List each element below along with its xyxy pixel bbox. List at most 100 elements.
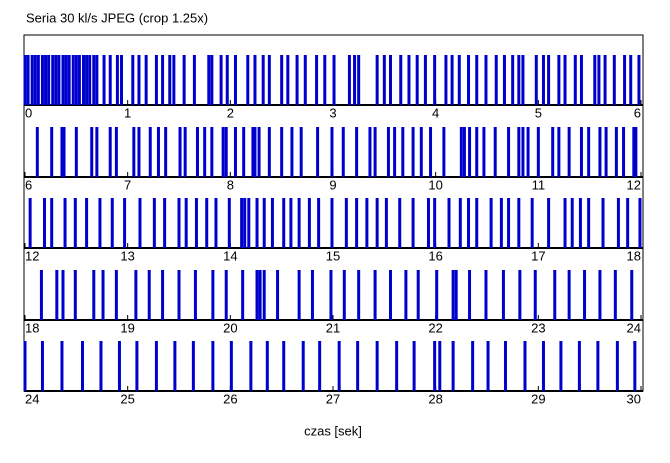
frame-bar	[468, 270, 472, 320]
frame-bar	[303, 55, 307, 105]
frame-bar	[629, 55, 633, 105]
frame-bar	[353, 55, 357, 105]
frame-bar	[541, 55, 545, 105]
frame-bar	[310, 270, 314, 320]
frame-bar	[210, 127, 214, 177]
frame-bar	[115, 55, 119, 105]
frame-bar	[265, 341, 269, 391]
x-tick-label: 8	[227, 177, 234, 192]
frame-bar	[61, 55, 65, 105]
frame-bar	[193, 270, 197, 320]
frame-bar	[553, 270, 557, 320]
frame-bar	[183, 127, 187, 177]
frame-bar	[40, 55, 44, 105]
frame-bar	[173, 341, 177, 391]
frame-bar	[210, 55, 214, 105]
frame-bar	[521, 55, 525, 105]
frame-bar	[612, 55, 616, 105]
frame-bar	[521, 127, 525, 177]
frame-bar	[638, 198, 642, 248]
frame-bar	[356, 341, 360, 391]
frame-bar	[117, 341, 121, 391]
frame-bar	[80, 341, 84, 391]
frame-bar	[225, 55, 229, 105]
frame-bar	[99, 341, 103, 391]
frame-bar	[194, 198, 198, 248]
frame-bar	[286, 55, 290, 105]
frame-bar	[276, 270, 280, 320]
frame-bar	[182, 55, 186, 105]
frame-bar	[615, 341, 619, 391]
frame-bar	[567, 127, 571, 177]
frame-bar	[82, 55, 86, 105]
frame-bar	[77, 55, 81, 105]
frame-bar	[253, 127, 257, 177]
frame-bar	[637, 55, 641, 105]
x-tick-label: 15	[326, 248, 340, 263]
frame-bar	[224, 270, 228, 320]
x-tick-label: 3	[329, 105, 336, 120]
frame-bar	[579, 55, 583, 105]
frame-bar	[39, 270, 43, 320]
frame-bar	[191, 341, 195, 391]
frame-bar	[203, 127, 207, 177]
frame-bar	[35, 127, 39, 177]
frame-bar	[411, 198, 415, 248]
frame-bar	[33, 55, 37, 105]
frame-bar	[365, 198, 369, 248]
frame-bar	[227, 198, 231, 248]
frame-bar	[499, 198, 503, 248]
x-tick-label: 27	[326, 391, 340, 406]
frame-bar	[415, 55, 419, 105]
frame-bar	[178, 127, 182, 177]
frame-bar	[161, 55, 165, 105]
frame-bar	[494, 55, 498, 105]
frame-bar	[135, 341, 139, 391]
frame-bar	[242, 127, 246, 177]
frame-bar	[398, 198, 402, 248]
frame-bar	[450, 55, 454, 105]
frame-bar	[148, 127, 152, 177]
frame-bar	[297, 198, 301, 248]
frame-bar	[330, 198, 334, 248]
frame-bar	[253, 55, 257, 105]
frame-bar	[557, 55, 561, 105]
frame-bar	[224, 127, 228, 177]
frame-bar	[60, 127, 64, 177]
frame-bar	[567, 270, 571, 320]
frame-bar	[74, 55, 78, 105]
x-tick-label: 0	[25, 105, 32, 120]
frame-bar	[26, 55, 30, 105]
frame-bar	[603, 55, 607, 105]
frame-bar	[623, 55, 627, 105]
frame-bar	[301, 341, 305, 391]
frame-bar	[484, 270, 488, 320]
frame-bar	[172, 55, 176, 105]
frame-bar	[251, 127, 255, 177]
frame-bar	[557, 127, 561, 177]
frame-bar	[67, 55, 71, 105]
frame-bar	[23, 341, 27, 391]
frame-bar	[626, 198, 630, 248]
frame-bar	[110, 198, 114, 248]
x-tick-label: 12	[627, 177, 641, 192]
frame-bar	[240, 198, 244, 248]
frame-bar	[211, 341, 215, 391]
frame-bar	[36, 55, 40, 105]
x-tick-label: 2	[227, 105, 234, 120]
frame-bar	[342, 270, 346, 320]
frame-bar	[484, 55, 488, 105]
frame-bar	[613, 270, 617, 320]
frame-bar	[375, 55, 379, 105]
frame-bar	[318, 341, 322, 391]
frame-bar	[177, 270, 181, 320]
frame-bar	[426, 198, 430, 248]
frame-bar	[502, 55, 506, 105]
frame-bar	[357, 270, 361, 320]
frame-bar	[604, 127, 608, 177]
frame-bar	[401, 127, 405, 177]
x-tick-label: 17	[531, 248, 545, 263]
frame-bar	[114, 270, 118, 320]
frame-bar	[416, 270, 420, 320]
